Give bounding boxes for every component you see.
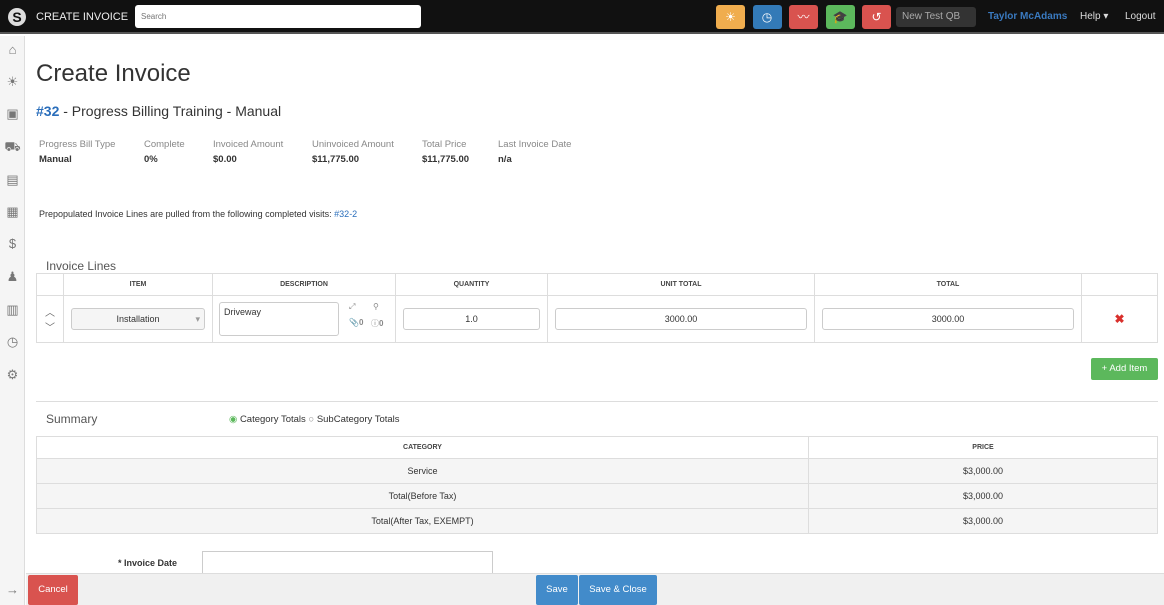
calendar-icon[interactable]: ▣ — [6, 106, 19, 121]
dollar-icon[interactable]: $ — [8, 236, 17, 251]
invoice-date-input[interactable] — [202, 551, 493, 575]
stat-label: Uninvoiced Amount — [312, 139, 394, 150]
notes-icon[interactable]: ⓘ0 — [371, 319, 384, 328]
briefcase-icon[interactable]: ▤ — [6, 172, 19, 187]
header-price: PRICE — [808, 436, 1158, 459]
invoice-lines-table: ITEM DESCRIPTION QUANTITY UNIT TOTAL TOTAL ︿… — [36, 273, 1158, 343]
logout-link[interactable]: Logout — [1125, 11, 1156, 22]
total-input[interactable]: 3000.00 — [822, 308, 1074, 330]
prepop-text: Prepopulated Invoice Lines are pulled fr… — [39, 209, 335, 219]
user-icon[interactable]: ♟ — [6, 269, 19, 284]
user-link[interactable]: Taylor McAdams — [988, 11, 1068, 22]
stat-value: Manual — [39, 154, 72, 165]
item-select[interactable]: Installation ▾ — [71, 308, 205, 330]
report-icon[interactable]: ▥ — [6, 302, 19, 317]
stat-label: Complete — [144, 139, 185, 150]
stat-value: $11,775.00 — [422, 154, 470, 165]
sidebar: ⌂ ☀ ▣ ⛟ ▤ ▦ $ ♟ ▥ ◷ ⚙ → — [0, 36, 25, 605]
header-unit-total: UNIT TOTAL — [547, 273, 815, 296]
sun-icon[interactable]: ☀ — [716, 5, 745, 29]
stat-item: Invoiced Amount $0.00 — [213, 139, 283, 165]
stat-label: Invoiced Amount — [213, 139, 284, 150]
graduation-cap-icon[interactable]: 🎓 — [825, 5, 855, 29]
chart-icon[interactable]: 〰 — [789, 5, 818, 29]
table-row: Service $3,000.00 — [36, 458, 1158, 484]
stat-value: n/a — [498, 154, 512, 165]
account-select[interactable]: New Test QB — [896, 7, 976, 27]
invoice-date-label: * Invoice Date — [118, 558, 178, 568]
expand-icon[interactable]: ⤢ — [349, 302, 356, 311]
clock-icon[interactable]: ◷ — [752, 5, 782, 29]
stat-item: Progress Bill Type Manual — [39, 139, 115, 165]
stat-label: Total Price — [422, 139, 467, 150]
top-navbar: S CREATE INVOICE ☀ ◷ 〰 🎓 ↺ New Test QB Taylo… — [0, 0, 1164, 34]
sun-icon[interactable]: ☀ — [6, 74, 19, 89]
cancel-button[interactable]: Cancel — [28, 575, 78, 605]
home-icon[interactable]: ⌂ — [8, 42, 17, 57]
stat-item: Total Price $11,775.00 — [422, 139, 469, 165]
add-item-button[interactable]: + Add Item — [1091, 358, 1158, 380]
delete-icon[interactable]: ✖ — [1081, 295, 1158, 343]
search-input[interactable] — [135, 5, 421, 28]
save-button[interactable]: Save — [536, 575, 578, 605]
stat-item: Complete 0% — [144, 139, 185, 165]
header-description: DESCRIPTION — [212, 273, 396, 296]
description-textarea[interactable]: Driveway — [219, 302, 339, 336]
header-category: CATEGORY — [36, 436, 809, 459]
stat-item: Last Invoice Date n/a — [498, 139, 571, 165]
table-row: Total(After Tax, EXEMPT) $3,000.00 — [36, 508, 1158, 534]
subcategory-totals-radio[interactable]: ○ SubCategory Totals — [308, 414, 400, 425]
truck-icon[interactable]: ⛟ — [4, 139, 21, 154]
history-icon[interactable]: ↺ — [862, 5, 891, 29]
page-title: Create Invoice — [36, 60, 191, 87]
table-row: ︿ ﹀ Installation ▾ Driveway ⤢ ⚲ 📎0 ⓘ0 1.0 … — [36, 295, 1158, 343]
header-total: TOTAL — [814, 273, 1082, 296]
summary-table: CATEGORY PRICE Service $3,000.00 Total(Bef… — [36, 436, 1158, 534]
gear-icon[interactable]: ⚙ — [6, 367, 19, 382]
stat-value: 0% — [144, 154, 158, 165]
app-title: CREATE INVOICE — [36, 11, 129, 23]
help-menu[interactable]: Help ▾ — [1080, 11, 1109, 22]
job-name: - Progress Billing Training - Manual — [59, 103, 282, 119]
app-logo[interactable]: S — [8, 8, 26, 26]
summary-heading: Summary — [46, 412, 98, 426]
quantity-input[interactable]: 1.0 — [403, 308, 540, 330]
category-totals-radio[interactable]: ◉ Category Totals — [229, 414, 306, 425]
header-quantity: QUANTITY — [395, 273, 548, 296]
chevron-down-icon: ▾ — [195, 314, 200, 324]
job-subtitle: #32 - Progress Billing Training - Manual — [36, 103, 281, 119]
clock-icon[interactable]: ◷ — [6, 334, 19, 349]
prepopulated-note: Prepopulated Invoice Lines are pulled fr… — [39, 209, 357, 219]
stat-value: $0.00 — [213, 154, 237, 165]
location-pin-icon[interactable]: ⚲ — [373, 302, 379, 311]
stat-label: Last Invoice Date — [498, 139, 572, 150]
save-close-button[interactable]: Save & Close — [579, 575, 657, 605]
visit-link[interactable]: #32-2 — [334, 209, 358, 219]
summary-mode-radios: ◉ Category Totals ○ SubCategory Totals — [229, 414, 400, 425]
stat-value: $11,775.00 — [312, 154, 360, 165]
stat-item: Uninvoiced Amount $11,775.00 — [312, 139, 394, 165]
reorder-handle[interactable]: ︿ ﹀ — [36, 295, 64, 343]
expand-arrow-icon[interactable]: → — [6, 582, 19, 597]
header-item: ITEM — [63, 273, 213, 296]
stat-label: Progress Bill Type — [39, 139, 116, 150]
attachment-icon[interactable]: 📎0 — [349, 318, 364, 327]
invoice-lines-heading: Invoice Lines — [46, 259, 117, 273]
table-row: Total(Before Tax) $3,000.00 — [36, 483, 1158, 509]
unit-total-input[interactable]: 3000.00 — [555, 308, 807, 330]
job-link[interactable]: #32 — [36, 103, 60, 119]
archive-icon[interactable]: ▦ — [6, 204, 19, 219]
